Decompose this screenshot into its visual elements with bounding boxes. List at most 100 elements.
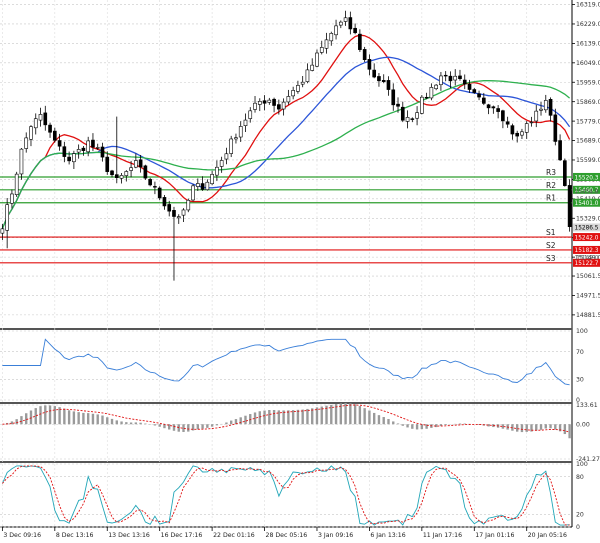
time-tick-label: 28 Dec 05:16	[266, 532, 308, 539]
candle-body	[267, 99, 272, 103]
candle-body	[358, 33, 362, 50]
price-tick-label: 15869.0	[576, 99, 600, 106]
candle-body	[462, 79, 467, 85]
candle-body	[305, 69, 310, 82]
time-tick-label: 20 Jan 05:16	[528, 532, 567, 539]
candle-body	[477, 93, 481, 98]
candle-body	[124, 171, 129, 176]
candle-body	[524, 123, 529, 133]
level-price-label: 15520.3	[575, 175, 599, 181]
price-tick-label: 16139.0	[576, 41, 600, 48]
candle-body	[200, 183, 205, 190]
price-tick-label: 15959.0	[576, 79, 600, 86]
candle-body	[272, 98, 276, 106]
candle-body	[367, 59, 372, 70]
macd-histogram	[5, 402, 571, 439]
price-tick-label: 15061.5	[576, 273, 600, 280]
level-price-box	[573, 245, 600, 254]
candle-body	[57, 140, 62, 147]
candle-body	[181, 209, 186, 216]
candle-body	[205, 181, 210, 191]
level-name-r2: R2	[546, 181, 556, 190]
candle-body	[362, 49, 367, 61]
candle-body	[219, 160, 224, 167]
level-price-box	[573, 172, 600, 181]
candle-body	[467, 83, 472, 90]
moving-average-fast	[1, 34, 571, 230]
level-price-label: 15460.7	[575, 188, 599, 194]
candle-body	[81, 147, 86, 151]
level-price-box	[573, 185, 600, 194]
candle-body	[496, 108, 500, 112]
candle-body	[129, 167, 133, 171]
candle-body	[229, 138, 234, 154]
candle-body	[14, 173, 19, 195]
candle-body	[277, 104, 281, 110]
candle-body	[505, 121, 510, 125]
candle-body	[410, 118, 415, 120]
candle-body	[372, 69, 377, 78]
moving-average-slow	[1, 80, 571, 230]
candle-body	[481, 97, 486, 104]
time-tick-label: 3 Dec 09:16	[3, 532, 41, 539]
candle-body	[529, 121, 534, 124]
price-tick-label: 15779.0	[576, 118, 600, 125]
candle-body	[100, 146, 105, 158]
time-tick-label: 6 Jan 13:16	[370, 532, 405, 539]
current-price-box	[573, 223, 600, 232]
candle-body	[329, 33, 334, 42]
panel-separator	[0, 328, 572, 330]
candle-body	[448, 75, 453, 82]
candle-body	[310, 64, 315, 71]
candle-body	[114, 174, 119, 178]
level-price-label: 15401.0	[575, 201, 599, 207]
candle-body	[143, 165, 148, 179]
candle-body	[324, 39, 329, 49]
level-price-box	[573, 258, 600, 267]
candle-body	[33, 118, 38, 129]
candle-body	[138, 159, 143, 168]
candle-body	[458, 75, 462, 80]
candle-body	[291, 90, 295, 97]
level-name-s2: S2	[546, 241, 556, 250]
candle-body	[343, 17, 348, 22]
stoch-tick-label: 20	[576, 512, 584, 519]
candle-body	[510, 125, 515, 135]
candle-body	[334, 25, 338, 36]
level-name-s3: S3	[546, 254, 556, 263]
current-price-label: 15149.0	[575, 255, 599, 261]
time-tick-label: 16 Dec 17:16	[161, 532, 203, 539]
candle-body	[148, 179, 152, 186]
candle-body	[319, 47, 324, 53]
price-tick-label: 16319.0	[576, 2, 600, 9]
candle-body	[210, 174, 214, 185]
stoch-tick-label: 80	[576, 474, 584, 481]
candle-body	[29, 126, 33, 140]
candle-body	[348, 17, 353, 30]
time-tick-label: 22 Dec 01:16	[213, 532, 255, 539]
rsi-tick-label: 70	[576, 349, 584, 356]
candle-body	[191, 185, 195, 201]
candle-body	[186, 199, 191, 211]
candle-body	[48, 124, 52, 133]
candle-body	[134, 160, 138, 168]
candle-body	[563, 160, 567, 186]
candle-body	[176, 216, 181, 219]
candle-body	[420, 96, 424, 114]
candle-body	[315, 52, 319, 67]
candle-body	[172, 210, 176, 217]
candle-body	[5, 204, 9, 231]
stoch-k-line	[1, 465, 570, 526]
rsi-tick-label: 0	[576, 397, 580, 404]
candle-body	[243, 119, 248, 126]
candle-body	[91, 139, 95, 148]
level-name-r1: R1	[546, 194, 556, 203]
candle-body	[119, 175, 124, 179]
price-tick-label: 16229.0	[576, 21, 600, 28]
macd-panel-bg	[0, 405, 572, 459]
current-price-label: 15286.5	[575, 226, 599, 232]
rsi-line	[2, 338, 570, 386]
candle-body	[543, 100, 548, 111]
